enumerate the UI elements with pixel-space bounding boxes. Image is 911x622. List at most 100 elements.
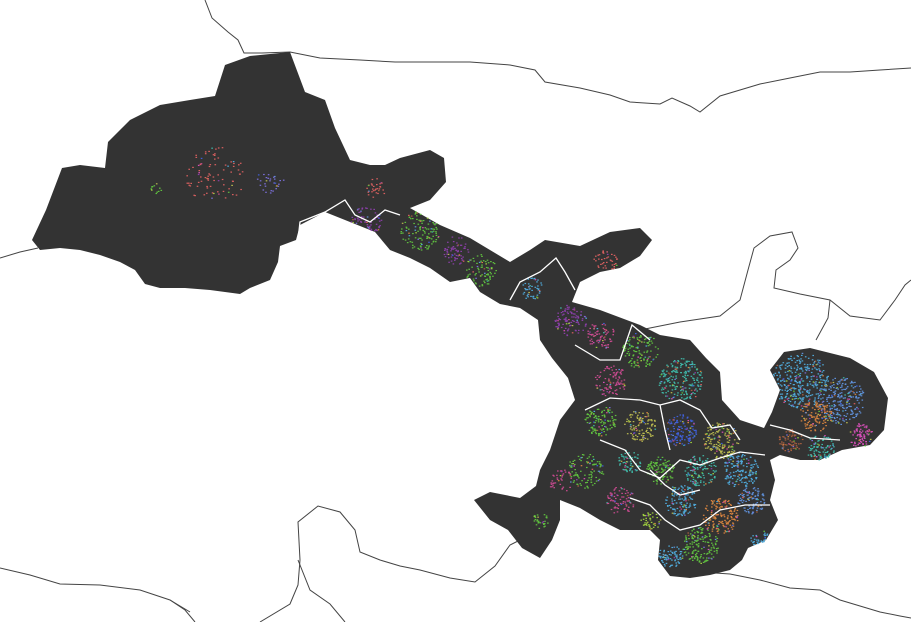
catchment-speck (654, 425, 656, 427)
catchment-speck (612, 421, 615, 423)
catchment-speck (706, 557, 708, 559)
catchment-speck (806, 375, 808, 377)
catchment-speck (788, 403, 791, 405)
catchment-speck (810, 371, 813, 374)
catchment-speck (830, 387, 832, 389)
catchment-speck (408, 235, 411, 237)
catchment-speck (716, 422, 719, 424)
catchment-speck (826, 400, 829, 402)
catchment-speck (755, 478, 757, 480)
catchment-speck (833, 395, 836, 397)
catchment-speck (451, 254, 454, 256)
catchment-speck (625, 463, 627, 465)
catchment-speck (699, 557, 702, 559)
catchment-speck (486, 280, 489, 282)
catchment-speck (673, 508, 676, 510)
catchment-speck (809, 425, 811, 427)
catchment-speck (702, 514, 705, 516)
catchment-speck (467, 249, 469, 251)
catchment-speck (782, 443, 785, 446)
catchment-speck (833, 446, 835, 448)
catchment-speck (629, 424, 632, 426)
catchment-speck (375, 192, 378, 194)
catchment-speck (683, 491, 685, 493)
catchment-speck (838, 422, 840, 424)
catchment-speck (612, 331, 615, 333)
catchment-speck (757, 540, 760, 542)
catchment-speck (561, 487, 564, 490)
catchment-speck (581, 456, 583, 459)
catchment-speck (671, 385, 674, 387)
catchment-speck (687, 472, 689, 474)
catchment-speck (444, 256, 447, 258)
catchment-speck (689, 558, 691, 560)
catchment-speck (728, 451, 731, 453)
catchment-speck (695, 432, 697, 434)
catchment-speck (800, 443, 802, 445)
catchment-speck (854, 381, 856, 383)
catchment-speck (632, 504, 635, 506)
catchment-speck (707, 427, 709, 429)
catchment-speck (629, 360, 631, 363)
catchment-speck (350, 221, 353, 223)
catchment-speck (705, 433, 707, 436)
catchment-speck (409, 241, 412, 243)
catchment-speck (709, 479, 712, 481)
catchment-speck (680, 426, 682, 428)
catchment-speck (834, 377, 836, 379)
catchment-speck (200, 157, 203, 159)
catchment-speck (806, 377, 808, 379)
catchment-speck (402, 238, 405, 240)
catchment-speck (265, 191, 267, 193)
catchment-speck (708, 464, 711, 466)
catchment-speck (782, 378, 785, 380)
catchment-speck (629, 467, 632, 469)
catchment-speck (700, 555, 702, 557)
catchment-speck (627, 420, 630, 422)
catchment-speck (831, 420, 833, 422)
catchment-speck (712, 517, 714, 519)
catchment-speck (629, 457, 631, 459)
catchment-speck (621, 455, 623, 457)
catchment-speck (582, 454, 585, 456)
catchment-speck (601, 425, 603, 427)
catchment-speck (591, 426, 593, 428)
catchment-speck (735, 515, 737, 517)
catchment-speck (641, 354, 643, 356)
catchment-speck (807, 422, 809, 424)
catchment-speck (628, 354, 630, 356)
catchment-speck (680, 362, 682, 365)
catchment-speck (658, 555, 661, 557)
catchment-speck (857, 434, 859, 436)
catchment-speck (591, 340, 594, 342)
catchment-speck (680, 372, 682, 374)
catchment-speck (814, 443, 817, 445)
catchment-speck (656, 517, 658, 519)
catchment-speck (637, 364, 640, 367)
catchment-speck (447, 241, 449, 243)
catchment-speck (786, 387, 789, 389)
catchment-speck (672, 430, 675, 432)
catchment-speck (688, 460, 690, 462)
catchment-speck (743, 455, 746, 457)
catchment-speck (727, 521, 729, 523)
catchment-speck (653, 419, 656, 421)
catchment-speck (542, 521, 545, 523)
catchment-speck (452, 241, 455, 243)
catchment-speck (652, 516, 654, 518)
catchment-speck (626, 500, 629, 502)
catchment-speck (776, 364, 779, 366)
catchment-speck (750, 477, 753, 480)
catchment-speck (424, 232, 426, 234)
catchment-speck (671, 398, 673, 400)
catchment-speck (789, 443, 791, 445)
catchment-speck (608, 412, 611, 414)
catchment-speck (786, 374, 788, 376)
catchment-speck (186, 182, 189, 184)
catchment-speck (755, 473, 757, 475)
catchment-speck (832, 443, 834, 445)
catchment-speck (823, 388, 826, 390)
catchment-speck (689, 511, 691, 513)
catchment-speck (665, 499, 667, 501)
catchment-speck (797, 398, 799, 400)
